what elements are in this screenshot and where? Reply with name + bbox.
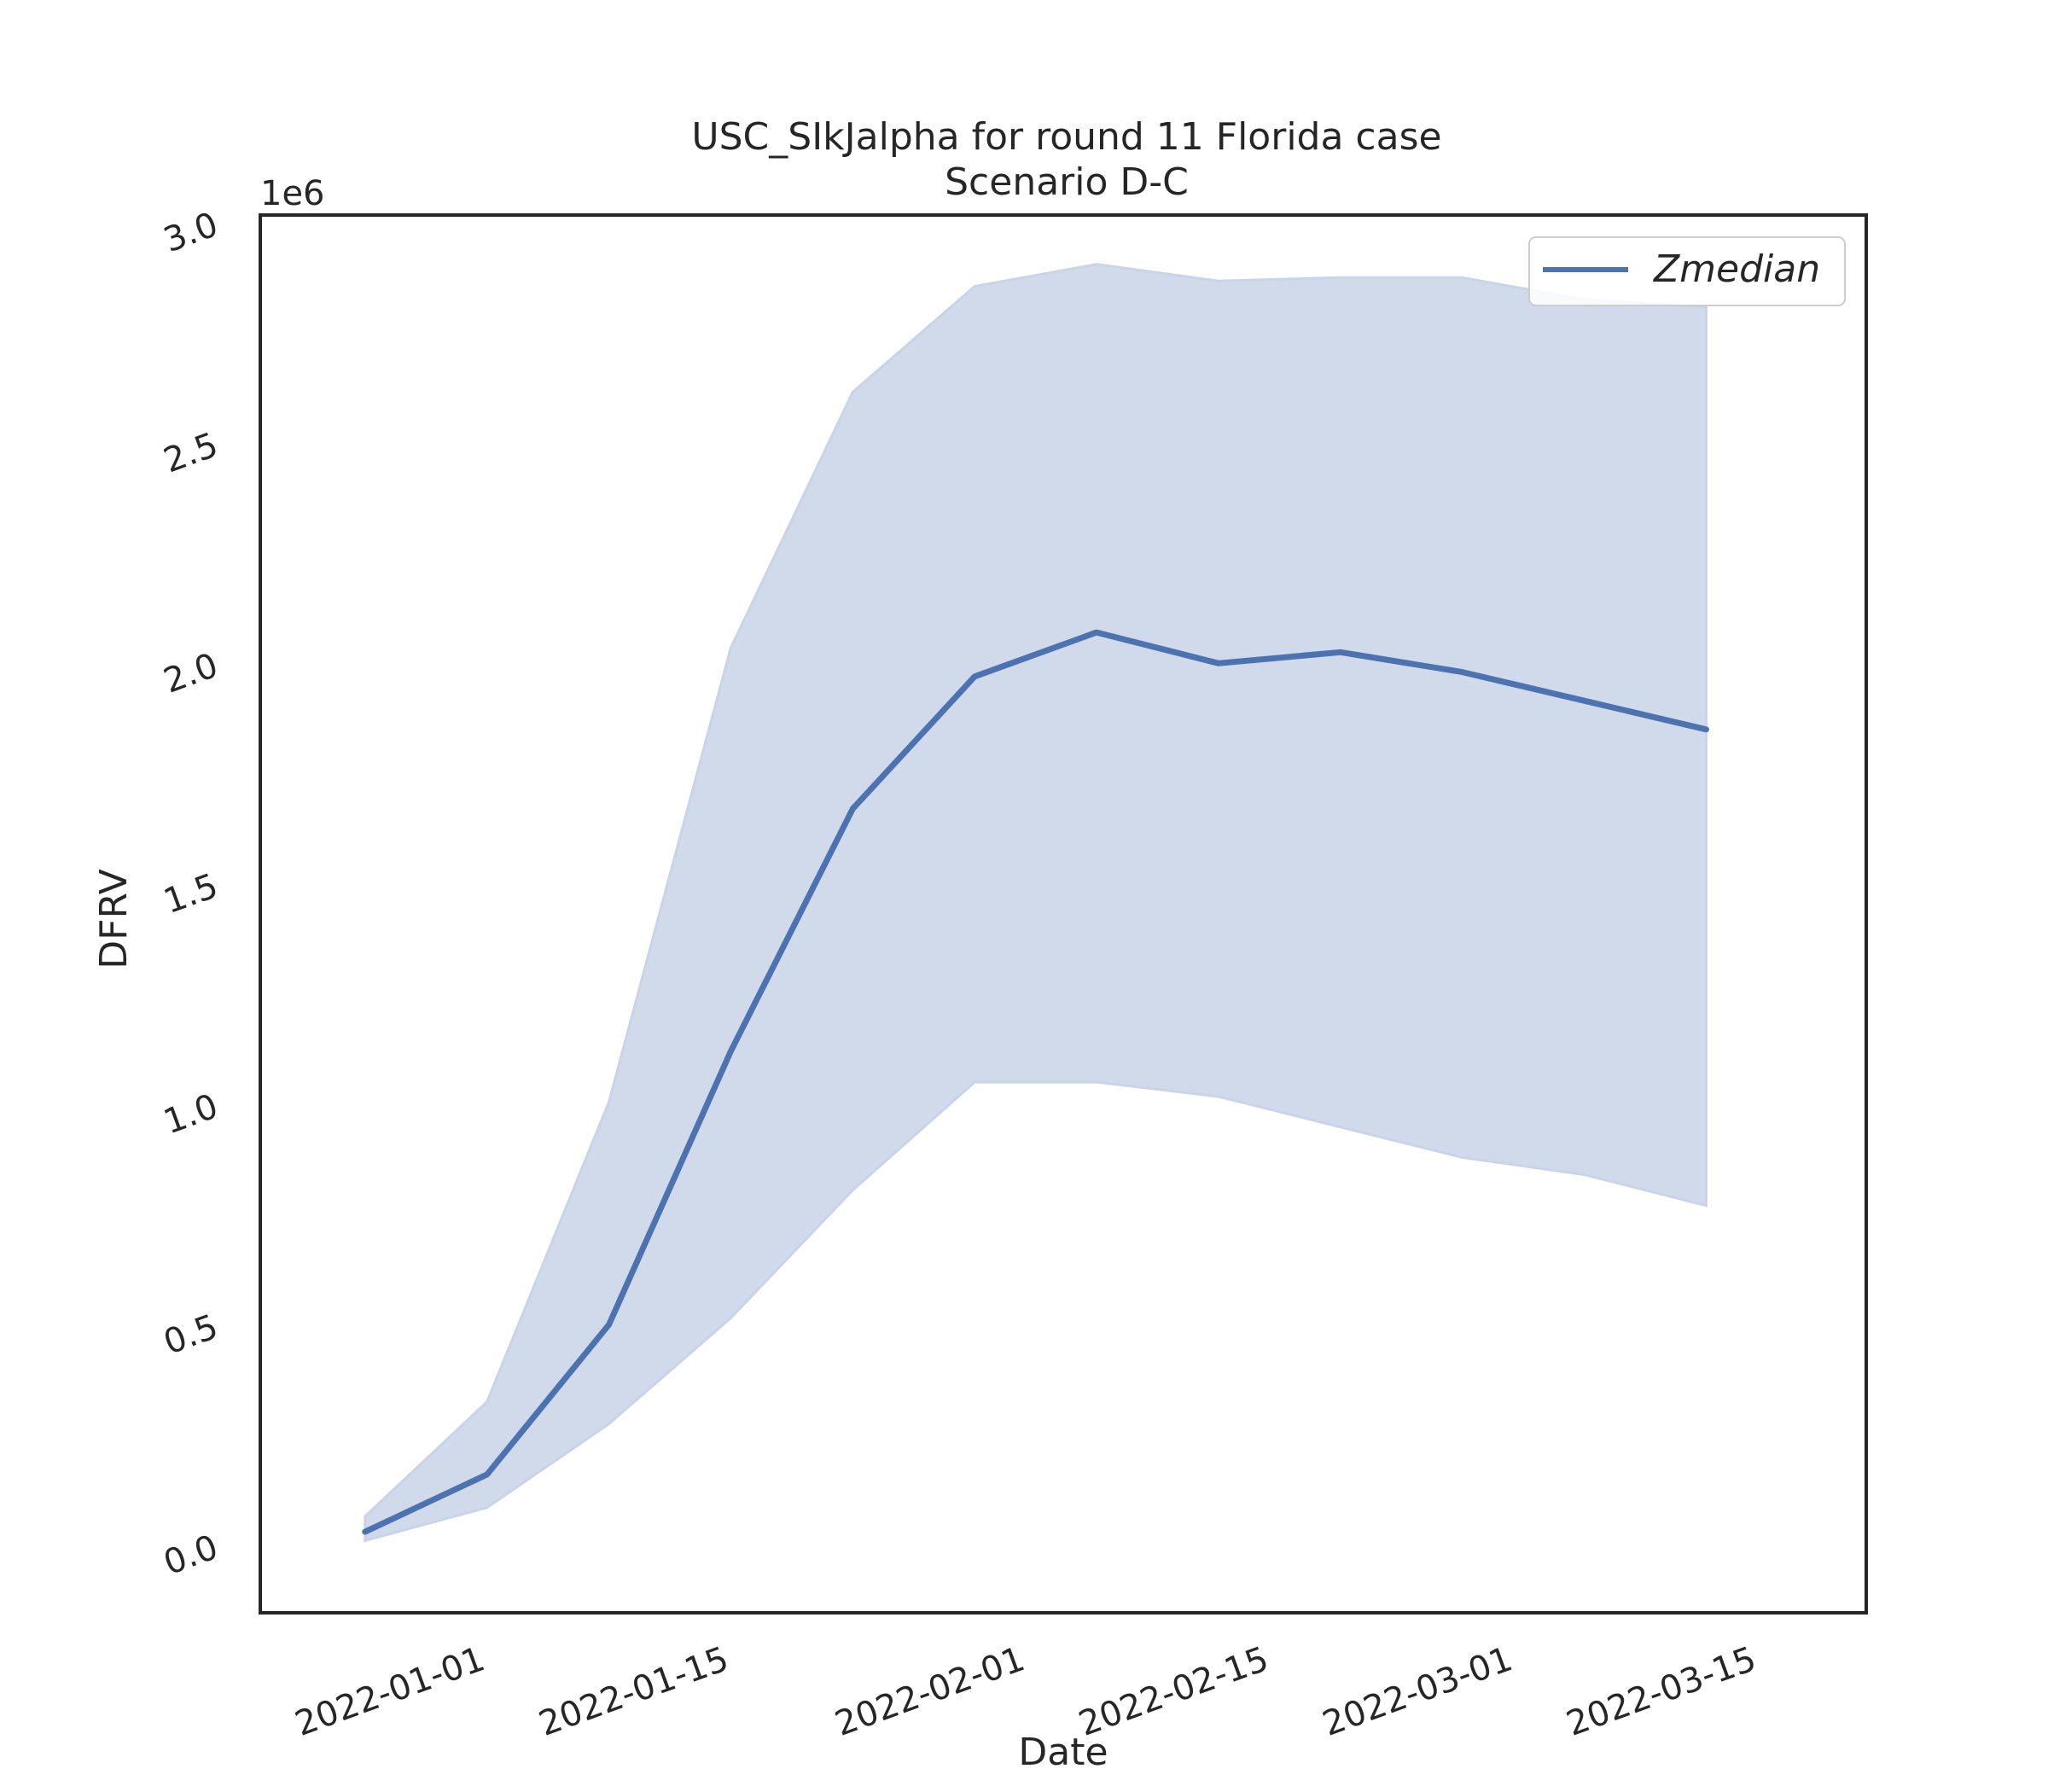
legend: Zmedian [1528, 236, 1846, 306]
axes-frame [259, 213, 1868, 1615]
plot-area [362, 263, 1709, 1543]
y-axis-label: DFRV [92, 869, 136, 969]
y-axis-ticks: 0.00.51.01.52.02.53.0 [159, 205, 224, 1583]
legend-label-zmedian: Zmedian [1653, 247, 1820, 291]
confidence-band [364, 263, 1708, 1543]
series-line-zmedian [362, 629, 1709, 1535]
legend-box [1528, 236, 1846, 306]
chart-subtitle: Scenario D-C [945, 160, 1189, 204]
y-offset-label: 1e6 [260, 174, 325, 213]
x-axis-label: Date [1018, 1731, 1108, 1774]
chart-title: USC_SIkJalpha for round 11 Florida case [691, 115, 1441, 159]
